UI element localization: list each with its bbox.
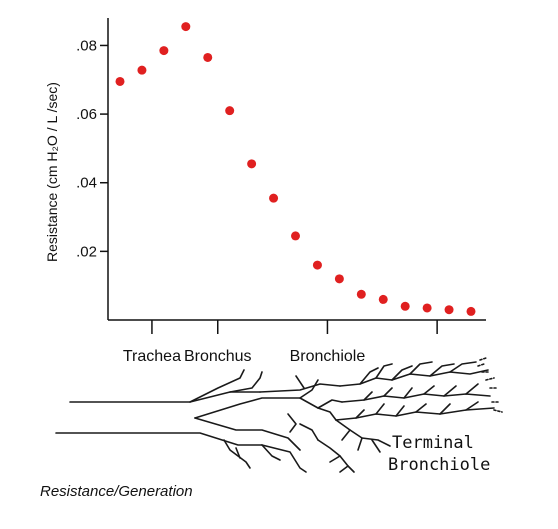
airway-tree-icon (55, 357, 503, 473)
y-tick-label: .04 (76, 175, 97, 192)
figure-caption: Resistance/Generation (40, 483, 193, 500)
x-category-label: Trachea (123, 348, 181, 365)
data-points (115, 22, 476, 316)
terminal-label-line1: Terminal (392, 433, 474, 453)
x-category-label: Bronchus (184, 348, 252, 365)
data-point (400, 301, 410, 311)
data-point (181, 22, 191, 32)
y-axis-label: Resistance (cm H₂O / L /sec) (44, 82, 60, 262)
data-point (466, 306, 476, 316)
data-point (334, 274, 344, 284)
data-point (356, 289, 366, 299)
x-category-label: Bronchiole (290, 348, 366, 365)
y-tick-label: .02 (76, 243, 97, 260)
y-tick-label: .06 (76, 106, 97, 123)
data-point (378, 294, 388, 304)
data-point (269, 193, 279, 203)
data-point (225, 106, 235, 116)
data-point (444, 305, 454, 315)
data-point (291, 231, 300, 241)
data-point (137, 65, 147, 75)
data-point (247, 159, 257, 169)
data-point (159, 46, 169, 56)
terminal-label-line2: Bronchiole (388, 455, 490, 475)
data-point (312, 260, 322, 270)
data-point (203, 52, 213, 62)
x-ticks: Trachea Bronchus Bronchiole (123, 320, 438, 365)
y-ticks: .02 .04 .06 .08 (76, 37, 108, 260)
data-point (115, 76, 125, 86)
y-tick-label: .08 (76, 37, 97, 54)
data-point (422, 303, 432, 313)
